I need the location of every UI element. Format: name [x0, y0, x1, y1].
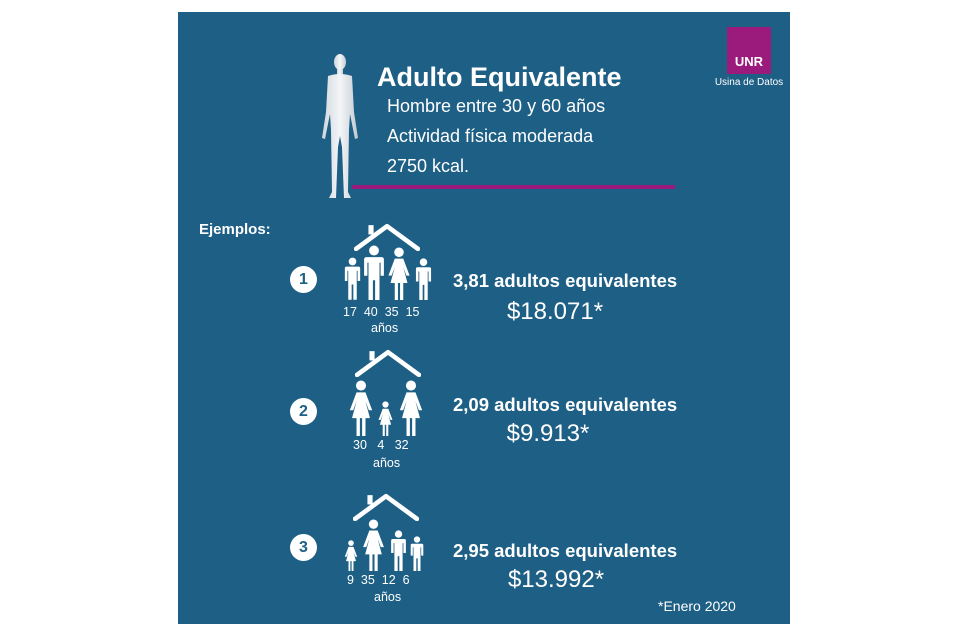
man-icon: [415, 258, 432, 300]
definition-line: 2750 kcal.: [387, 156, 470, 176]
girl-icon: [344, 540, 358, 571]
age-value: 30: [353, 438, 367, 452]
examples-label: Ejemplos:: [199, 221, 271, 238]
age-value: 9: [347, 573, 354, 587]
man-icon: [390, 530, 407, 571]
price: $9.913*: [506, 420, 590, 447]
house-roof-icon: [353, 492, 419, 521]
infographic-panel: [178, 12, 790, 624]
ages-row: 9 35 12 6: [347, 573, 410, 587]
ages-row: 17 40 35 15: [343, 305, 419, 319]
adult-equivalents: 3,81 adultos equivalentes: [453, 270, 678, 291]
adult-equivalents: 2,95 adultos equivalentes: [453, 540, 678, 561]
example-number-badge: 3: [290, 534, 317, 561]
age-value: 17: [343, 305, 357, 319]
logo-subtitle: Usina de Datos: [714, 77, 784, 88]
age-value: 15: [405, 305, 420, 319]
example-number-badge: 1: [290, 266, 317, 293]
page-title: Adulto Equivalente: [377, 62, 622, 92]
woman-icon: [399, 380, 423, 436]
age-value: 35: [360, 573, 375, 587]
adult-equivalents: 2,09 adultos equivalentes: [453, 394, 678, 415]
definition-line: Actividad física moderada: [387, 126, 594, 146]
age-unit: años: [371, 321, 399, 335]
age-value: 6: [402, 573, 410, 587]
age-value: 35: [384, 305, 399, 319]
age-value: 32: [394, 438, 409, 452]
age-unit: años: [374, 590, 402, 604]
age-value: 12: [381, 573, 396, 587]
ages-row: 30 4 32: [353, 438, 409, 452]
mannequin-illustration: [322, 54, 358, 198]
man-icon: [344, 257, 361, 300]
definition-line: Hombre entre 30 y 60 años: [387, 96, 606, 116]
house-roof-icon: [355, 348, 421, 377]
price: $13.992*: [507, 566, 605, 593]
example-number-badge: 2: [290, 398, 317, 425]
unr-logo: UNR: [727, 27, 771, 74]
logo-text: UNR: [734, 54, 764, 69]
man-icon: [363, 245, 385, 300]
age-unit: años: [373, 456, 401, 470]
girl-icon: [378, 401, 393, 436]
woman-icon: [388, 247, 410, 300]
footnote: *Enero 2020: [658, 598, 736, 614]
woman-icon: [349, 380, 373, 436]
age-value: 40: [363, 305, 378, 319]
age-value: 4: [377, 438, 385, 452]
man-icon: [410, 536, 424, 571]
accent-divider: [352, 185, 675, 189]
woman-icon: [361, 519, 386, 571]
price: $18.071*: [506, 298, 604, 325]
